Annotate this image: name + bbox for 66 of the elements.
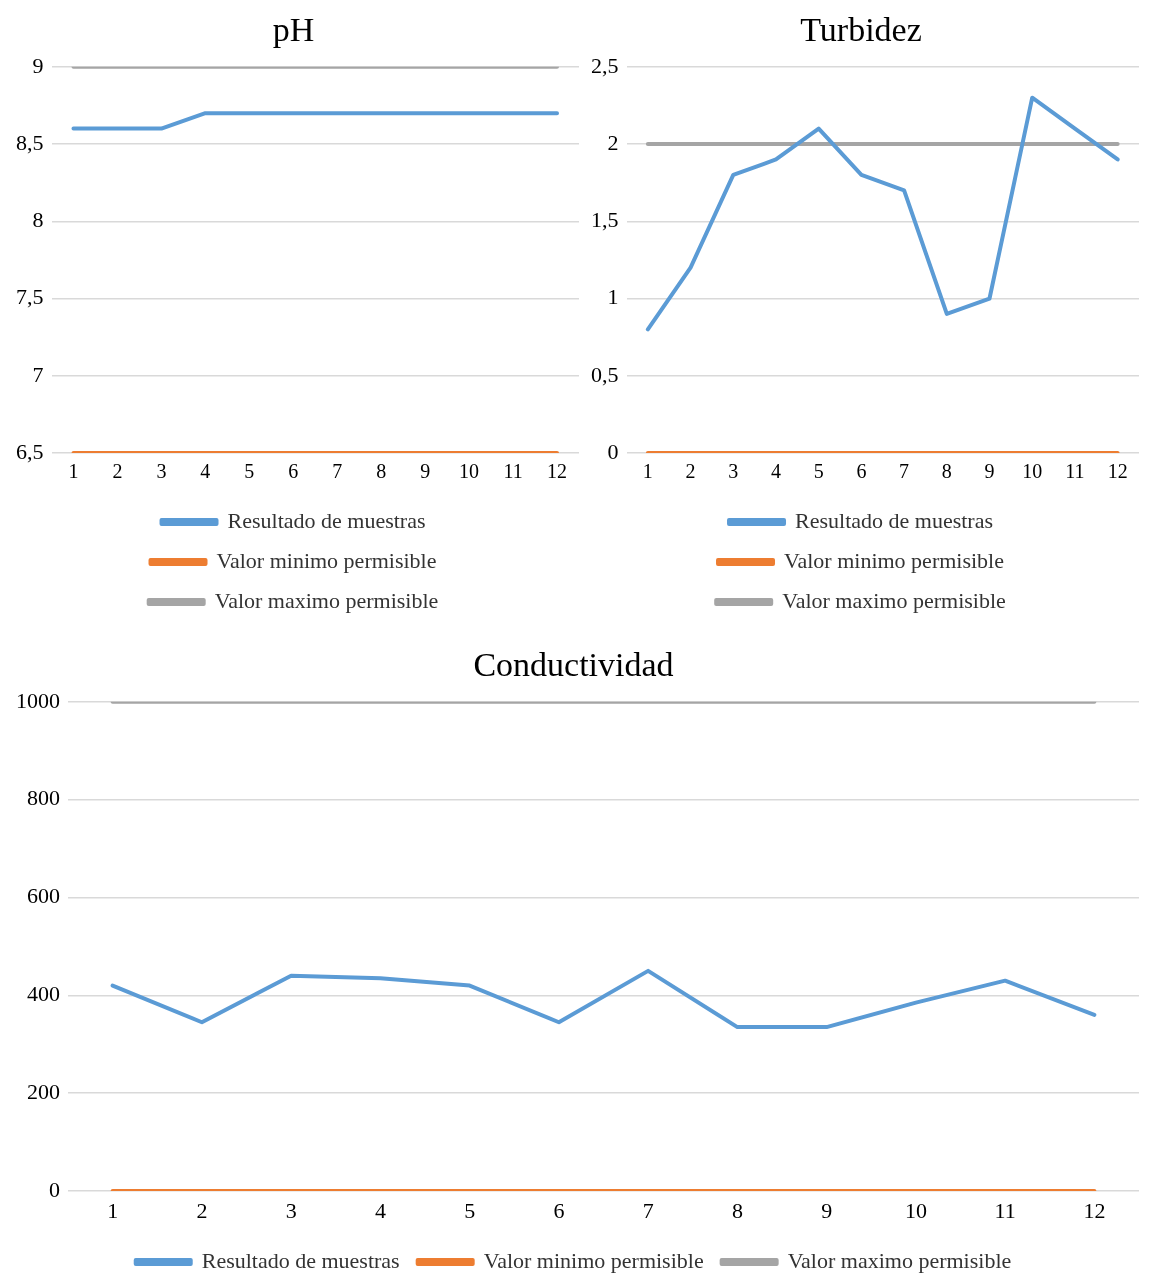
x-tick-label: 9	[420, 460, 431, 483]
y-tick-label: 0	[49, 1176, 60, 1202]
chart-title: pH	[272, 11, 315, 49]
x-tick-label: 10	[904, 1197, 927, 1223]
x-tick-label: 12	[1107, 460, 1128, 483]
x-tick-label: 8	[376, 460, 387, 483]
y-tick-label: 9	[32, 52, 44, 78]
y-tick-label: 2	[607, 129, 619, 155]
x-tick-label: 3	[285, 1197, 297, 1223]
x-tick-label: 7	[899, 460, 910, 483]
x-tick-label: 11	[1065, 460, 1085, 483]
x-tick-label: 8	[731, 1197, 743, 1223]
x-tick-label: 5	[464, 1197, 476, 1223]
legend-label: Resultado de muestras	[227, 507, 426, 533]
y-tick-label: 0,5	[591, 361, 619, 387]
x-tick-label: 12	[547, 460, 568, 483]
x-tick-label: 10	[1022, 460, 1043, 483]
x-tick-label: 5	[244, 460, 255, 483]
legend-label: Valor minimo permisible	[216, 547, 437, 573]
y-tick-label: 800	[27, 785, 60, 811]
y-tick-label: 1,5	[591, 207, 619, 233]
y-tick-label: 7,5	[16, 284, 44, 310]
legend-label: Resultado de muestras	[201, 1247, 400, 1273]
x-tick-label: 1	[642, 460, 653, 483]
x-tick-label: 4	[374, 1197, 386, 1223]
y-tick-label: 1	[607, 284, 619, 310]
x-tick-label: 4	[770, 460, 781, 483]
x-tick-label: 9	[821, 1197, 833, 1223]
y-tick-label: 6,5	[16, 438, 44, 464]
x-tick-label: 1	[68, 460, 79, 483]
x-tick-label: 11	[503, 460, 523, 483]
x-tick-label: 2	[196, 1197, 208, 1223]
x-tick-label: 6	[288, 460, 299, 483]
x-tick-label: 6	[856, 460, 867, 483]
x-tick-label: 3	[728, 460, 739, 483]
y-tick-label: 400	[27, 981, 60, 1007]
chart-title: Turbidez	[800, 11, 922, 49]
x-tick-label: 9	[984, 460, 995, 483]
x-tick-label: 6	[553, 1197, 565, 1223]
legend-label: Valor maximo permisible	[787, 1247, 1012, 1273]
legend-label: Valor minimo permisible	[483, 1247, 704, 1273]
y-tick-label: 8,5	[16, 129, 44, 155]
x-tick-label: 7	[642, 1197, 654, 1223]
x-tick-label: 11	[994, 1197, 1016, 1223]
y-tick-label: 0	[607, 438, 619, 464]
y-tick-label: 8	[32, 207, 44, 233]
y-tick-label: 1000	[16, 687, 60, 713]
x-tick-label: 5	[813, 460, 824, 483]
legend-label: Valor maximo permisible	[782, 587, 1006, 613]
legend-label: Valor minimo permisible	[784, 547, 1004, 573]
y-tick-label: 2,5	[591, 52, 619, 78]
x-tick-label: 4	[200, 460, 211, 483]
x-tick-label: 8	[941, 460, 952, 483]
legend-label: Resultado de muestras	[795, 507, 993, 533]
y-tick-label: 200	[27, 1078, 60, 1104]
legend-label: Valor maximo permisible	[214, 587, 439, 613]
x-tick-label: 12	[1083, 1197, 1106, 1223]
x-tick-label: 3	[156, 460, 167, 483]
x-tick-label: 1	[107, 1197, 119, 1223]
y-tick-label: 600	[27, 883, 60, 909]
chart-title: Conductividad	[473, 646, 674, 684]
x-tick-label: 2	[112, 460, 123, 483]
x-tick-label: 7	[332, 460, 343, 483]
x-tick-label: 10	[459, 460, 480, 483]
x-tick-label: 2	[685, 460, 696, 483]
y-tick-label: 7	[32, 361, 44, 387]
